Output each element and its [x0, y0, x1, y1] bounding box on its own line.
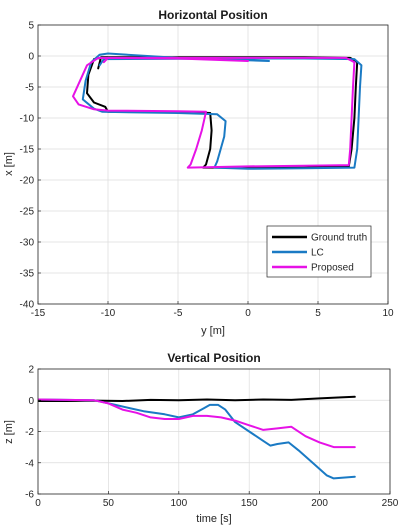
x-tick-label: -5: [174, 308, 183, 319]
y-tick-label: 5: [28, 21, 34, 32]
y-tick-label: -4: [25, 458, 34, 469]
tick-labels: 0 50 100 150 200 250 -6 -4 -2 0 2: [25, 365, 399, 510]
series-line-lc: [38, 398, 356, 480]
y-tick-label: -30: [20, 238, 35, 249]
series-group: [38, 395, 356, 480]
legend: Ground truth LC Proposed: [266, 225, 372, 278]
chart-title: Vertical Position: [167, 351, 260, 365]
y-tick-label: -15: [20, 145, 35, 156]
x-tick-label: 5: [315, 308, 321, 319]
x-tick-label: 100: [170, 498, 187, 509]
y-tick-label: -20: [20, 176, 35, 187]
series-group: [72, 52, 363, 170]
x-tick-label: 0: [245, 308, 251, 319]
x-tick-label: 150: [241, 498, 258, 509]
y-axis-label: x [m]: [3, 152, 15, 176]
series-line-lc: [81, 52, 363, 170]
x-tick-label: 0: [35, 498, 41, 509]
x-tick-label: -10: [101, 308, 116, 319]
legend-label: Ground truth: [311, 233, 367, 244]
y-tick-label: -10: [20, 114, 35, 125]
series-line-proposed: [72, 56, 356, 169]
y-tick-label: 0: [28, 52, 34, 63]
y-tick-label: -5: [25, 83, 34, 94]
x-tick-label: 200: [311, 498, 328, 509]
grid: [37, 368, 391, 495]
y-tick-label: -40: [20, 300, 35, 311]
plot-frame: [37, 24, 389, 305]
x-axis-label: y [m]: [201, 325, 225, 337]
y-tick-label: -25: [20, 207, 35, 218]
y-tick-label: -2: [25, 427, 34, 438]
chart-title: Horizontal Position: [158, 8, 267, 22]
x-tick-label: 250: [382, 498, 399, 509]
x-tick-label: 50: [103, 498, 115, 509]
y-tick-label: 2: [28, 365, 34, 376]
horizontal-position-chart: Horizontal Position -15 -10 -5 0 5 10 -40 -35 -3…: [3, 8, 394, 337]
legend-label: LC: [311, 248, 324, 259]
y-axis-label: z [m]: [3, 420, 15, 444]
x-tick-label: -15: [31, 308, 46, 319]
vertical-position-chart: Vertical Position 0 50 100 150 200 250-6-4-20…: [3, 351, 399, 525]
x-tick-label: 10: [382, 308, 394, 319]
y-tick-label: 0: [28, 396, 34, 407]
y-tick-label: -35: [20, 269, 35, 280]
legend-label: Proposed: [311, 263, 354, 274]
series-line-proposed: [38, 398, 356, 449]
x-axis-label: time [s]: [196, 513, 231, 525]
tick-labels: -15 -10 -5 0 5 10 -40 -35 -30 -25 -20 -15 -10 -5 0 5: [20, 21, 394, 320]
y-tick-label: -6: [25, 490, 34, 501]
